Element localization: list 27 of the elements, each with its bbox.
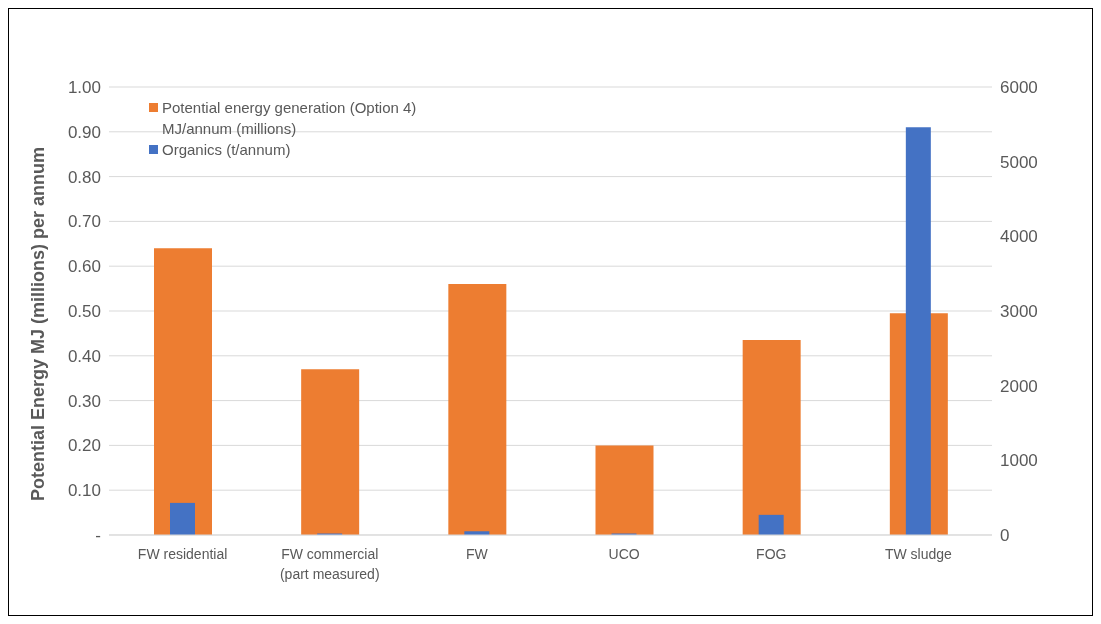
y2-tick-label: 3000 [1000,302,1038,322]
x-tick-label: FOG [756,546,787,562]
y-tick-label: 0.10 [67,481,101,501]
y2-tick-label: 6000 [1000,78,1038,98]
x-tick-label: FW [466,546,489,562]
x-tick-label: FW commercial (part measured) [279,546,380,582]
y-tick-label: 0.20 [67,436,101,456]
y-tick-label: 0.40 [67,346,101,366]
x-tick-label: UCO [608,546,640,562]
y2-tick-label: 1000 [1000,451,1038,471]
y-tick-label: 0.90 [67,122,101,142]
y2-tick-label: 0 [1000,526,1010,546]
legend-label: Organics (t/annum) [162,140,291,160]
y-tick-label: 0.80 [67,167,101,187]
y-tick-label: - [95,526,101,546]
y-tick-label: 0.70 [67,212,101,232]
x-tick-label: FW residential [137,546,228,562]
y2-tick-label: 4000 [1000,227,1038,247]
y-tick-label: 0.50 [67,302,101,322]
y-tick-label: 1.00 [67,78,101,98]
legend-label: Potential energy generation (Option 4) MJ/annum (millions) [162,98,418,139]
y-tick-label: 0.60 [67,257,101,277]
y-axis-title: Potential Energy MJ (millions) per annum [28,146,49,501]
x-tick-label: TW sludge [884,546,953,562]
y2-tick-label: 2000 [1000,376,1038,396]
y-tick-label: 0.30 [67,391,101,411]
y2-tick-label: 5000 [1000,152,1038,172]
